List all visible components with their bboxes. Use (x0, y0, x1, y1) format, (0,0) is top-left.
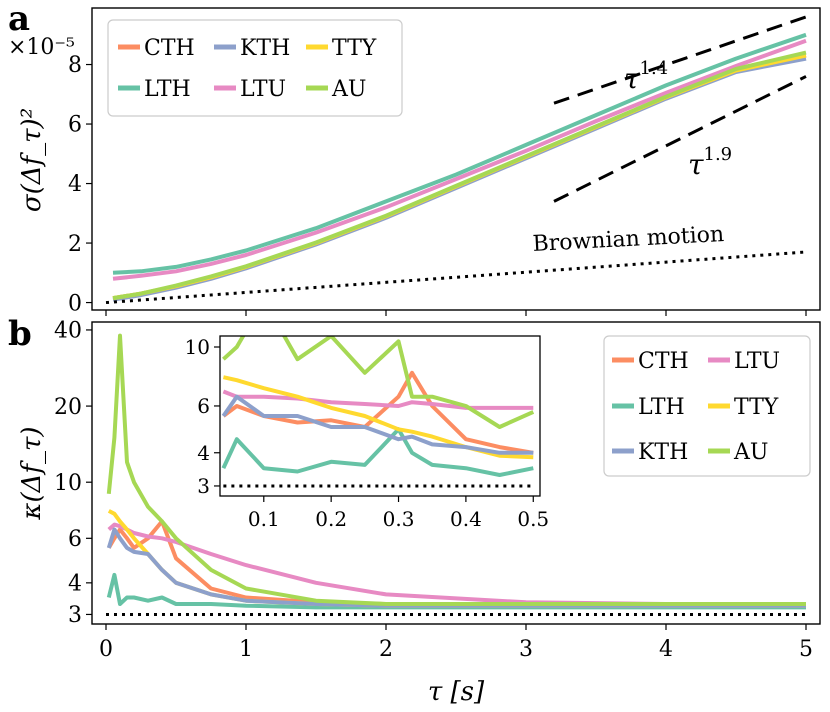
panel-b-ytick-label-4: 4 (68, 572, 82, 597)
legend-b-tty-label: TTY (734, 395, 779, 420)
panel-b-xtick-label-5: 5 (799, 637, 813, 662)
tau-1.4-guide (553, 15, 807, 105)
legend-a-lth-label: LTH (144, 77, 191, 102)
inset-ytick-label-10: 10 (185, 335, 210, 359)
legend-b-au-label: AU (733, 440, 768, 465)
panel-a-ytick-label-6: 6 (68, 113, 82, 138)
panel-b-ytick-label-10: 10 (54, 471, 82, 496)
legend-b-cth-label: CTH (638, 349, 689, 374)
panel-b-ytick-label-20: 20 (54, 395, 82, 420)
inset-ytick-label-3: 3 (197, 474, 210, 498)
inset-ytick-label-6: 6 (197, 394, 210, 418)
panel-b-ytick-label-3: 3 (68, 603, 82, 628)
legend-a-ltu-label: LTU (240, 77, 286, 102)
inset-series-au (222, 336, 535, 429)
legend-a-au-label: AU (331, 77, 366, 102)
legend-a-cth-label: CTH (144, 36, 195, 61)
panel-b-ytick-label-40: 40 (54, 319, 82, 344)
brownian-motion-label: Brownian motion (532, 222, 725, 257)
panel-b-xtick-label-3: 3 (519, 637, 533, 662)
panel-a-series-lth (112, 32, 807, 275)
inset-series-group (221, 336, 535, 488)
panel-a-series-ltu (112, 38, 807, 281)
legend-b-kth-label: KTH (638, 440, 688, 465)
panel-a-ytick-label-4: 4 (68, 172, 82, 197)
panel-a-ytick-label-0: 0 (68, 291, 82, 316)
inset-xtick-label-0-1: 0.1 (248, 507, 280, 531)
panel-b-xtick-label-1: 1 (239, 637, 253, 662)
legend-a-tty-label: TTY (332, 36, 377, 61)
panel-b-letter: b (8, 314, 32, 354)
panel-a-letter: a (8, 0, 30, 39)
inset-ytick-label-4: 4 (197, 441, 210, 465)
legend-b-ltu-label: LTU (734, 349, 780, 374)
tau-1.9-guide (553, 75, 807, 203)
legend-b-lth-label: LTH (638, 395, 685, 420)
brownian-motion-line (105, 250, 807, 305)
panel-b-xtick-label-2: 2 (379, 637, 393, 662)
panel-a-frame (91, 7, 821, 311)
panel-a-ytick-label-2: 2 (68, 232, 82, 257)
panel-b-legend: CTH LTU LTH TTY KTH AU (603, 335, 811, 477)
inset-frame (219, 335, 541, 497)
panel-a-series-au (112, 50, 807, 301)
panel-b-frame (91, 321, 821, 625)
panel-b-xtick-label-0: 0 (99, 637, 113, 662)
panel-a-scale-note: ×10⁻⁵ (8, 35, 75, 60)
inset-xtick-label-0-2: 0.2 (315, 507, 347, 531)
panel-b-ytick-label-6: 6 (68, 527, 82, 552)
inset-series-lth (221, 427, 534, 477)
panel-b-xlabel: τ [s] (428, 677, 485, 707)
panel-a-ytick-label-8: 8 (68, 53, 82, 78)
panel-b-series-ltu (107, 522, 806, 606)
panel-b-series-kth (106, 527, 806, 608)
panel-b-ylabel: κ(Δf_τ) (17, 426, 47, 520)
panel-b-series-au (106, 333, 806, 606)
inset-xtick-label-0-5: 0.5 (517, 507, 549, 531)
panel-a-ylabel: σ(Δf_τ)² (17, 108, 47, 212)
tau-1.9-label: τ1.9 (688, 144, 732, 181)
panel-a-legend: CTH KTH TTY LTH LTU AU (107, 19, 403, 117)
inset-xtick-label-0-3: 0.3 (383, 507, 415, 531)
inset-xtick-label-0-4: 0.4 (450, 507, 482, 531)
legend-a-kth-label: KTH (240, 36, 290, 61)
inset-series-kth (221, 394, 534, 455)
panel-b-xtick-label-4: 4 (659, 637, 673, 662)
